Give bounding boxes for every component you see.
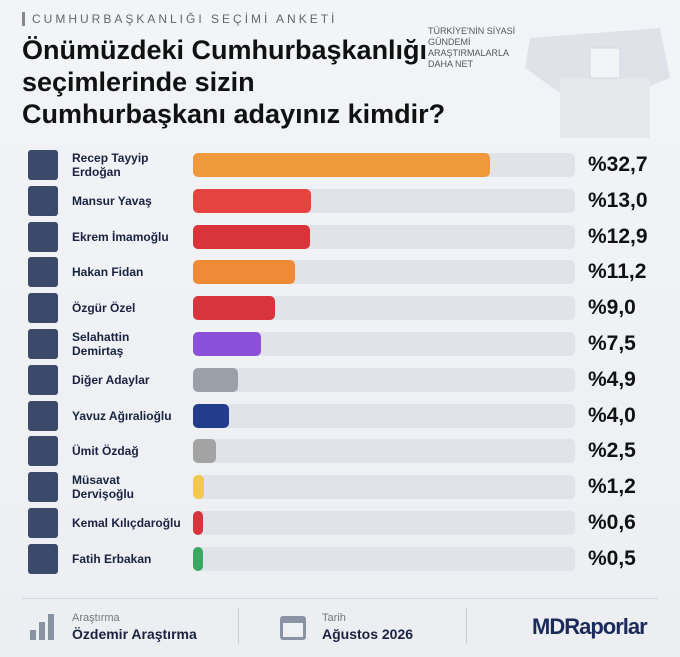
date: Ağustos 2026 <box>322 626 414 642</box>
avatar <box>28 221 58 252</box>
brand: MDRaporlar <box>532 614 648 639</box>
bar <box>193 188 312 213</box>
divider <box>238 608 239 644</box>
avatar <box>28 150 58 180</box>
divider <box>466 608 467 644</box>
avatar <box>28 185 58 216</box>
bar <box>193 367 238 392</box>
source-label: Araştırma <box>72 612 120 624</box>
bar <box>193 153 491 177</box>
value-label: %11,2 <box>588 260 647 284</box>
avatar <box>28 293 58 324</box>
divider <box>22 598 658 599</box>
category-label: Diğer Adaylar <box>72 372 150 387</box>
bar-track <box>193 546 575 571</box>
bar <box>193 475 204 500</box>
note: TÜRKİYE'NİN SİYASİ GÜNDEMİ ARAŞTIRMALARL… <box>428 26 516 69</box>
bar <box>193 260 295 285</box>
category-label: Recep Tayyip Erdoğan <box>72 151 149 179</box>
category-label: Özgür Özel <box>72 301 136 316</box>
avatar <box>28 329 58 359</box>
title: Önümüzdeki Cumhurbaşkanlığı seçimlerinde… <box>22 35 446 129</box>
avatar <box>28 508 58 538</box>
decoration <box>525 28 670 138</box>
header: CUMHURBAŞKANLIĞI SEÇİMİ ANKETİ <box>32 12 338 26</box>
category-label: Mansur Yavaş <box>72 193 152 208</box>
category-label: Fatih Erbakan <box>72 551 152 566</box>
value-label: %0,6 <box>588 511 636 534</box>
value-label: %12,9 <box>588 224 648 248</box>
date-label: Tarih <box>322 612 346 624</box>
bar-track <box>193 439 575 464</box>
avatar <box>28 436 58 467</box>
value-label: %0,5 <box>588 546 636 570</box>
avatar <box>28 257 58 288</box>
bar <box>193 296 275 321</box>
bar <box>193 403 230 428</box>
bar-track <box>193 475 575 500</box>
bar <box>193 439 216 464</box>
category-label: Yavuz Ağıralioğlu <box>72 408 172 423</box>
header-bar <box>22 12 25 26</box>
bar-track <box>193 511 575 535</box>
category-label: Müsavat Dervişoğlu <box>72 473 135 502</box>
bar <box>193 546 203 571</box>
avatar <box>28 364 58 395</box>
calendar-icon <box>280 616 306 640</box>
bar <box>193 332 262 356</box>
avatar <box>28 472 58 503</box>
value-label: %9,0 <box>588 296 636 320</box>
category-label: Kemal Kılıçdaroğlu <box>72 516 181 530</box>
bar <box>193 511 203 535</box>
source: Özdemir Araştırma <box>72 626 197 642</box>
bar-track <box>193 403 575 428</box>
chart-icon <box>30 614 54 640</box>
bar-track <box>193 367 575 392</box>
value-label: %4,9 <box>588 367 636 391</box>
value-label: %32,7 <box>588 153 648 176</box>
category-label: Hakan Fidan <box>72 265 144 280</box>
value-label: %4,0 <box>588 403 636 427</box>
value-label: %13,0 <box>588 188 648 212</box>
category-label: Ekrem İmamoğlu <box>72 229 169 244</box>
avatar <box>28 543 58 574</box>
bar <box>193 224 311 249</box>
value-label: %1,2 <box>588 475 636 499</box>
value-label: %7,5 <box>588 332 636 355</box>
category-label: Ümit Özdağ <box>72 444 139 459</box>
value-label: %2,5 <box>588 439 636 463</box>
avatar <box>28 400 58 431</box>
category-label: Selahattin Demirtaş <box>72 330 130 358</box>
